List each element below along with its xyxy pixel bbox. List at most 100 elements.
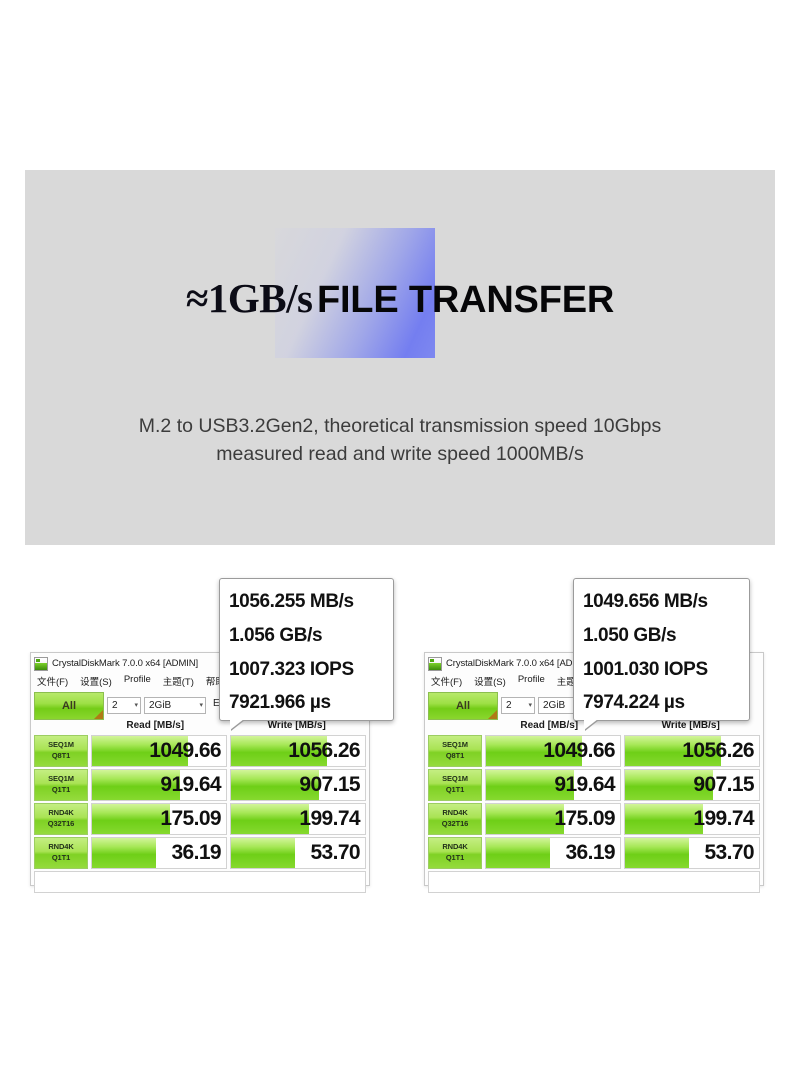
row-label-bottom: Q1T1 [51,853,71,862]
headline-file-transfer: FILE TRANSFER [316,279,615,321]
menu-item-theme[interactable]: 主题(T) [162,677,194,688]
read-value: 36.19 [171,841,221,864]
callout-latency: 7974.224 µs [583,692,685,714]
write-result-cell: 199.74 [624,803,760,835]
row-test-button[interactable]: SEQ1M Q1T1 [428,769,482,801]
column-header-read: Read [MB/s] [520,720,579,731]
crystaldiskmark-icon [428,656,442,671]
read-result-cell: 175.09 [485,803,621,835]
result-callout-right: 1049.656 MB/s 1.050 GB/s 1001.030 IOPS 7… [573,578,750,730]
read-bar-fill [92,770,181,800]
window-title: CrystalDiskMark 7.0.0 x64 [ADMIN] [52,658,199,669]
write-result-cell: 199.74 [230,803,366,835]
read-bar-fill [486,838,551,868]
write-result-cell: 907.15 [230,769,366,801]
write-bar-fill [625,838,690,868]
crystaldiskmark-window-right[interactable]: CrystalDiskMark 7.0.0 x64 [ADMIN] 文件(F) … [424,652,764,893]
callout-pointer [230,719,244,730]
read-value: 1049.66 [543,739,615,762]
write-value: 907.15 [299,773,360,796]
callout-iops: 1007.323 IOPS [229,658,354,680]
row-label-top: SEQ1M [442,740,468,750]
test-count-value: 2 [506,700,512,711]
row-label-top: RND4K [48,808,74,818]
write-result-cell: 53.70 [624,837,760,869]
table-row[interactable]: SEQ1M Q1T1 919.64 907.15 [31,769,369,801]
table-row[interactable]: RND4K Q1T1 36.19 53.70 [31,837,369,869]
column-headers: Read [MB/s] Write [MB/s] [31,720,369,735]
write-bar-fill [625,736,722,766]
status-bar [428,871,760,893]
chevron-down-icon: ▾ [528,702,532,709]
read-result-cell: 175.09 [91,803,227,835]
test-count-select[interactable]: 2 ▾ [107,697,141,714]
headline-speed-value: ≈1GB/s [185,275,313,321]
read-bar-fill [92,804,170,834]
menu-item-file[interactable]: 文件(F) [37,677,69,688]
row-test-button[interactable]: RND4K Q32T16 [428,803,482,835]
table-row[interactable]: SEQ1M Q8T1 1049.66 1056.26 [425,735,763,767]
crystaldiskmark-icon [34,656,48,671]
row-label-bottom: Q1T1 [51,785,71,794]
test-count-select[interactable]: 2 ▾ [501,697,535,714]
read-value: 919.64 [554,773,615,796]
row-test-button[interactable]: SEQ1M Q1T1 [34,769,88,801]
header-spacer [34,720,86,735]
test-size-select[interactable]: 2GiB ▾ [144,697,206,714]
menu-item-settings[interactable]: 设置(S) [80,677,112,688]
column-header-write: Write [MB/s] [661,720,720,731]
read-result-cell: 1049.66 [485,735,621,767]
read-bar-fill [486,770,575,800]
write-value: 199.74 [299,807,360,830]
write-bar-fill [231,838,296,868]
callout-gbps: 1.050 GB/s [583,624,677,646]
table-row[interactable]: RND4K Q32T16 175.09 199.74 [31,803,369,835]
read-value: 919.64 [160,773,221,796]
window-title: CrystalDiskMark 7.0.0 x64 [ADMIN] [446,658,593,669]
column-headers: Read [MB/s] Write [MB/s] [425,720,763,735]
row-label-bottom: Q32T16 [441,819,469,828]
callout-latency: 7921.966 µs [229,692,331,714]
row-test-button[interactable]: RND4K Q32T16 [34,803,88,835]
row-test-button[interactable]: SEQ1M Q8T1 [428,735,482,767]
callout-gbps: 1.056 GB/s [229,624,323,646]
row-label-top: SEQ1M [48,740,74,750]
row-label-top: RND4K [48,842,74,852]
result-callout-left: 1056.255 MB/s 1.056 GB/s 1007.323 IOPS 7… [219,578,394,730]
chevron-down-icon: ▾ [134,702,138,709]
hero-banner: ≈1GB/s FILE TRANSFER M.2 to USB3.2Gen2, … [25,170,775,545]
menu-item-profile[interactable]: Profile [517,674,545,685]
read-value: 1049.66 [149,739,221,762]
row-label-top: RND4K [442,842,468,852]
write-value: 1056.26 [288,739,360,762]
table-row[interactable]: RND4K Q32T16 175.09 199.74 [425,803,763,835]
write-value: 907.15 [693,773,754,796]
table-row[interactable]: SEQ1M Q1T1 919.64 907.15 [425,769,763,801]
row-test-button[interactable]: SEQ1M Q8T1 [34,735,88,767]
row-label-bottom: Q8T1 [445,751,465,760]
column-header-read: Read [MB/s] [126,720,185,731]
row-test-button[interactable]: RND4K Q1T1 [34,837,88,869]
read-bar-fill [92,838,157,868]
menu-item-file[interactable]: 文件(F) [431,677,463,688]
table-row[interactable]: SEQ1M Q8T1 1049.66 1056.26 [31,735,369,767]
menu-item-settings[interactable]: 设置(S) [474,677,506,688]
run-all-button[interactable]: All [428,692,498,720]
read-bar-fill [486,736,583,766]
write-bar-fill [231,804,309,834]
row-test-button[interactable]: RND4K Q1T1 [428,837,482,869]
test-size-value: 2GiB [543,700,566,711]
titlebar: CrystalDiskMark 7.0.0 x64 [ADMIN] [31,653,369,672]
write-value: 53.70 [704,841,754,864]
menu-item-theme[interactable]: 主题(T) [557,674,588,688]
chevron-down-icon: ▾ [199,702,203,709]
menu-item-profile[interactable]: Profile [123,674,151,685]
callout-iops: 1001.030 IOPS [583,658,708,680]
row-label-bottom: Q8T1 [51,751,71,760]
table-row[interactable]: RND4K Q1T1 36.19 53.70 [425,837,763,869]
read-bar-fill [486,804,564,834]
test-size-value: 2GiB [149,700,172,711]
run-all-button[interactable]: All [34,692,104,720]
callout-pointer [584,719,598,730]
read-result-cell: 919.64 [485,769,621,801]
